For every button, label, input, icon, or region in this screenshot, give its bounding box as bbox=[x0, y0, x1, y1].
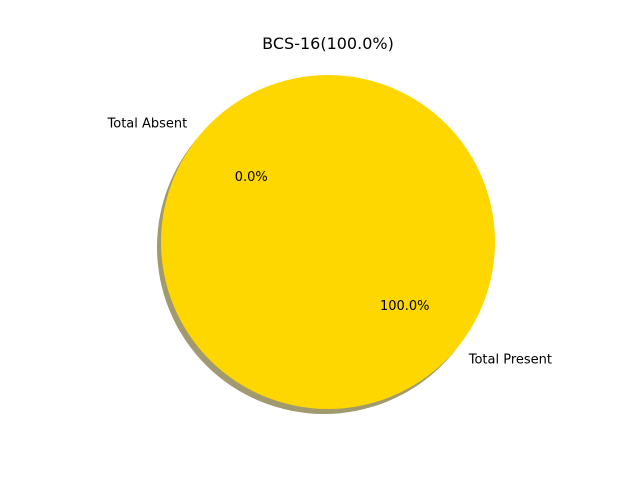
pie-labels: Total Absent 0.0% Total Present 100.0% bbox=[107, 116, 552, 367]
pie-pct-total-absent: 0.0% bbox=[235, 170, 268, 185]
pie-slice-total-present bbox=[161, 75, 495, 409]
pie-label-total-present: Total Present bbox=[468, 353, 552, 368]
pie-label-total-absent: Total Absent bbox=[107, 116, 188, 131]
pie-slices bbox=[161, 75, 495, 409]
pie-pct-total-present: 100.0% bbox=[380, 299, 430, 314]
chart-title: BCS-16(100.0%) bbox=[262, 34, 394, 53]
